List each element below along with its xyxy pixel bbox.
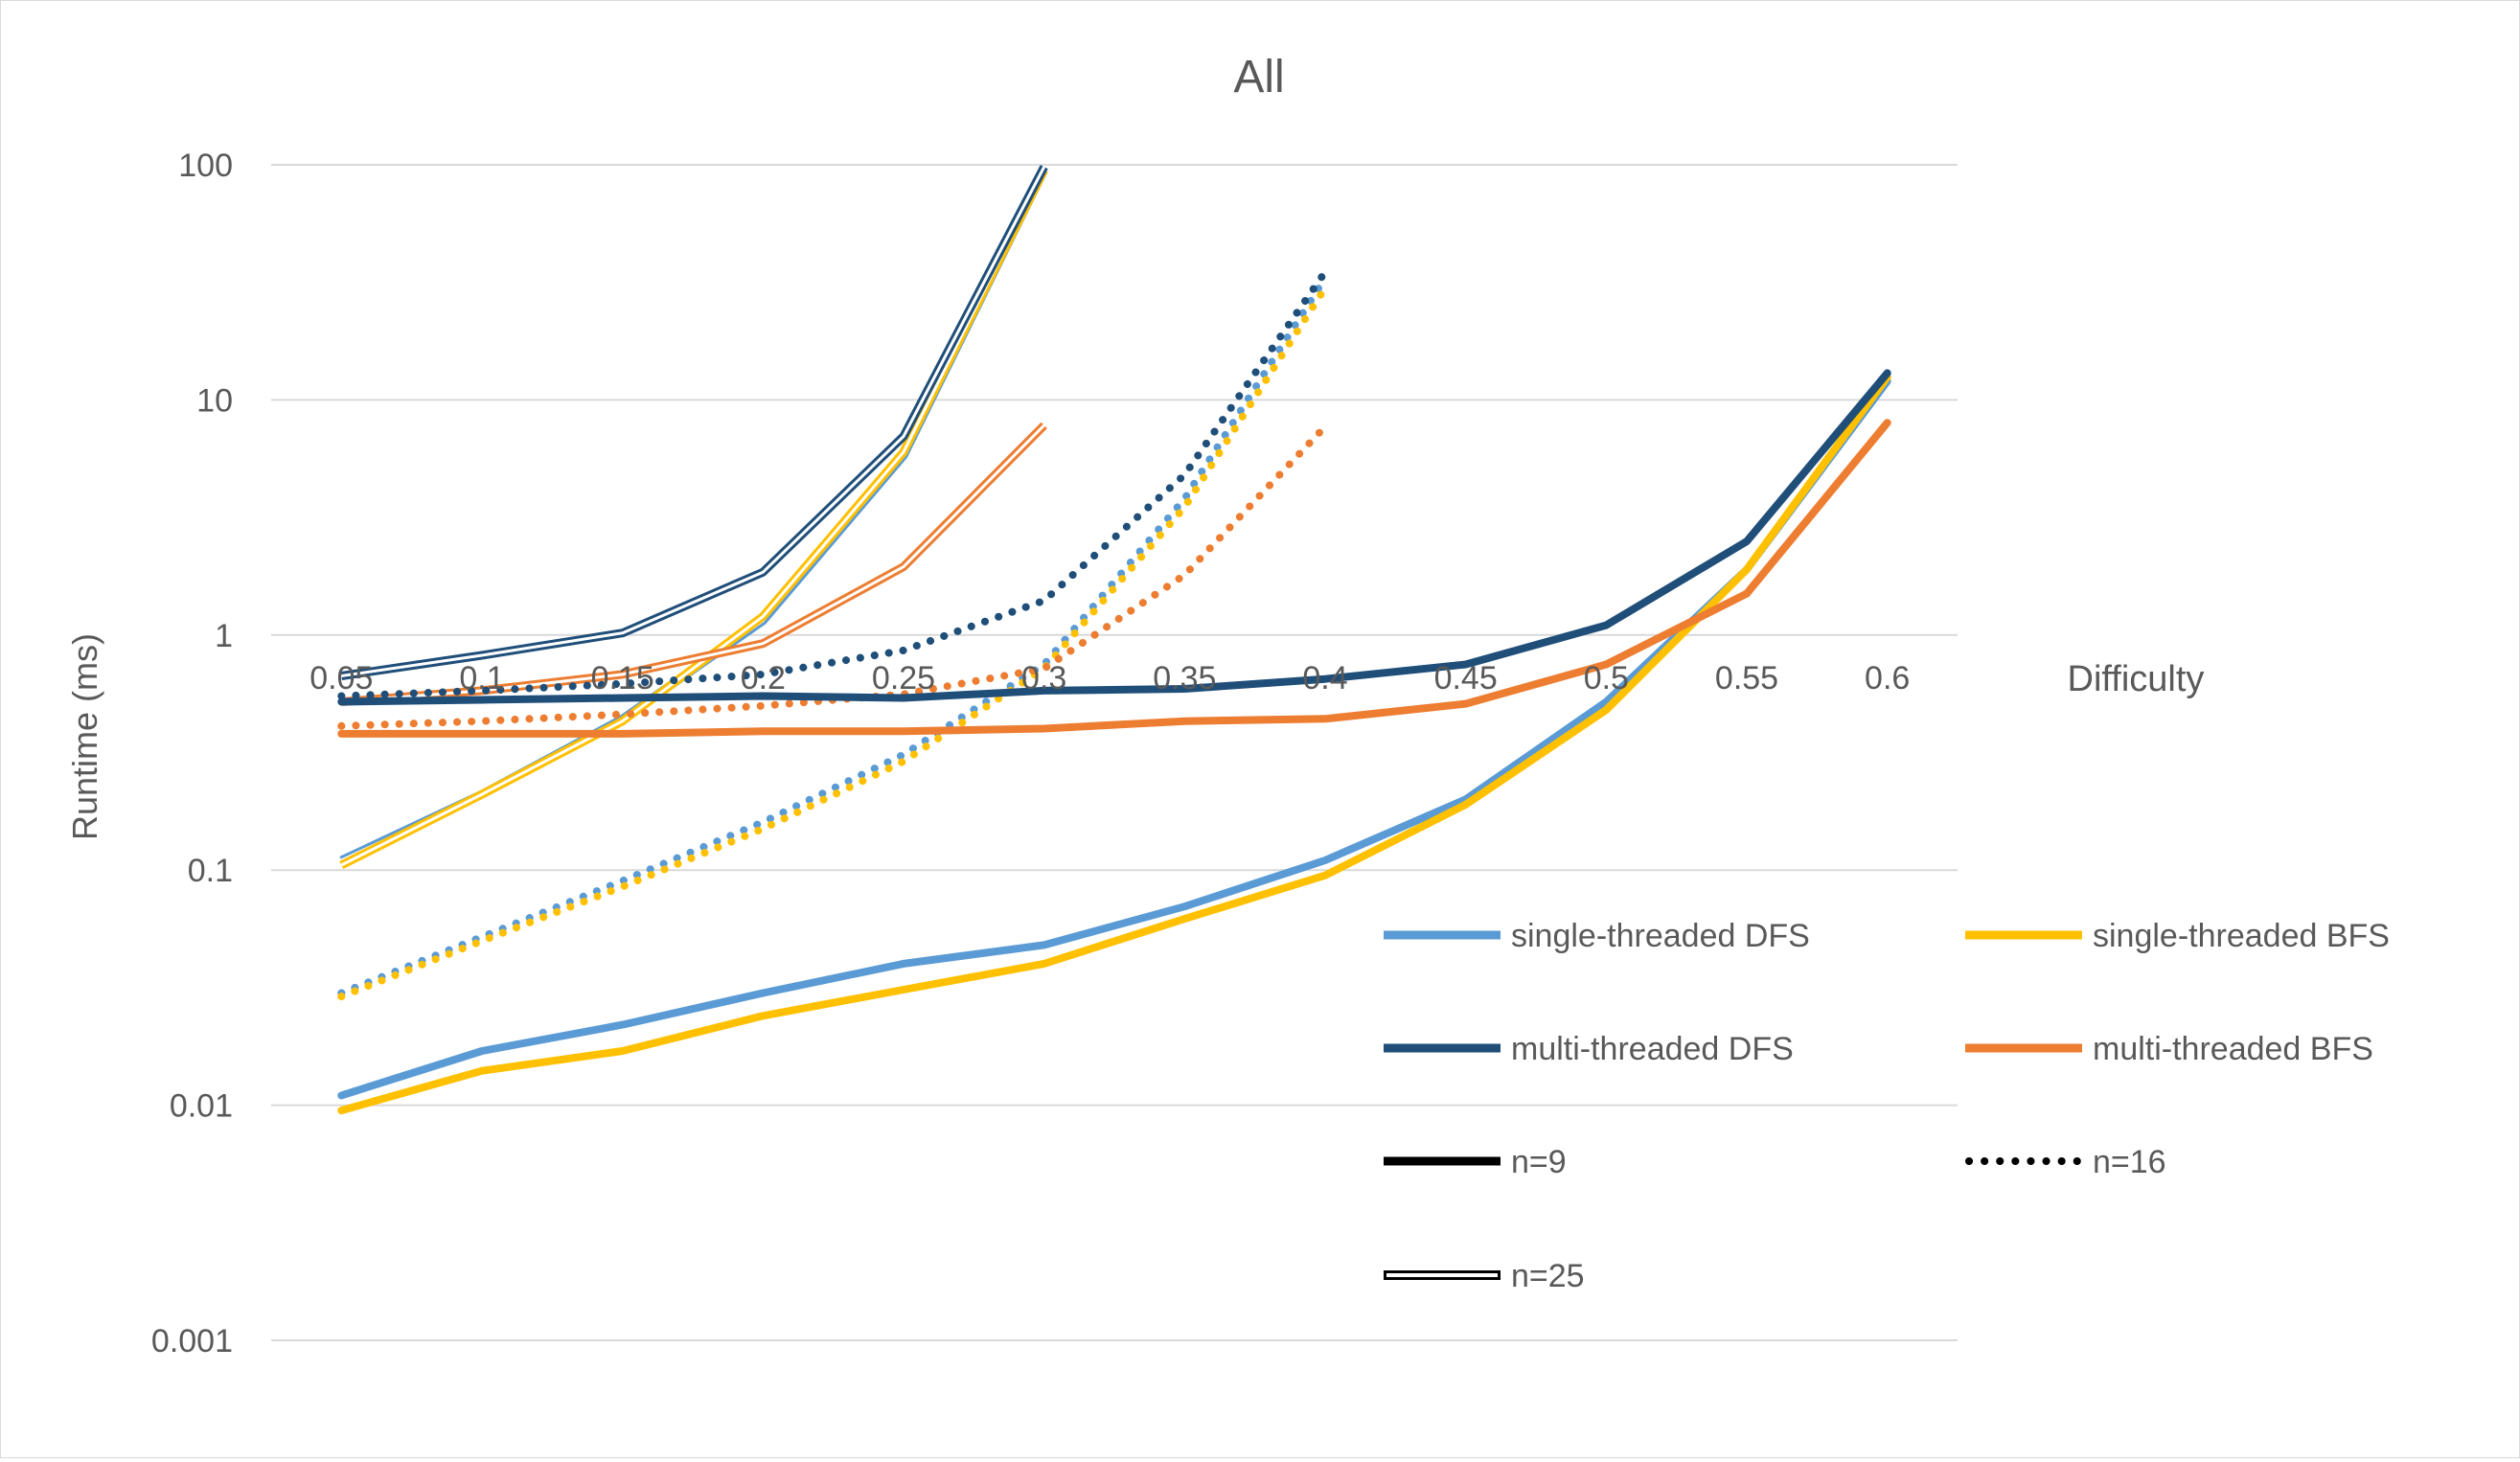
series-line xyxy=(337,377,1891,1100)
y-tick-label: 0.01 xyxy=(170,1088,233,1125)
x-tick-label: 0.25 xyxy=(872,660,935,697)
series-single-threaded-DFS-n25 xyxy=(339,168,1048,865)
series-line xyxy=(337,274,1329,997)
x-tick-label: 0.15 xyxy=(591,660,654,697)
series-single-threaded-BFS-n16 xyxy=(337,284,1329,1001)
legend-label: single-threaded BFS xyxy=(2093,918,2390,954)
y-tick-label: 1 xyxy=(215,618,233,654)
y-tick-label: 10 xyxy=(196,382,233,419)
legend-label: multi-threaded DFS xyxy=(1511,1031,1794,1067)
series-line xyxy=(337,373,1891,1115)
legend-item: single-threaded BFS xyxy=(1965,918,2390,954)
legend-item: n=9 xyxy=(1384,1144,1567,1180)
legend-label: n=16 xyxy=(2093,1144,2166,1180)
x-tick-label: 0.05 xyxy=(309,660,373,697)
series-multi-threaded-DFS-n16 xyxy=(337,267,1329,700)
legend-label: n=9 xyxy=(1511,1144,1567,1180)
series-single-threaded-BFS-n9 xyxy=(337,373,1891,1115)
series xyxy=(337,165,1891,1115)
series-single-threaded-DFS-n9 xyxy=(337,377,1891,1100)
legend-item: multi-threaded DFS xyxy=(1384,1031,1794,1067)
series-line-outer xyxy=(340,165,1048,680)
x-axis-label: Difficulty xyxy=(2068,659,2205,699)
x-tick-label: 0.45 xyxy=(1434,660,1498,697)
legend-item: n=16 xyxy=(1965,1144,2166,1180)
series-line-inner xyxy=(341,166,1046,677)
y-axis-ticks: 100 10 1 0.1 0.01 0.001 xyxy=(151,148,233,1359)
series-line-inner xyxy=(340,169,1046,862)
x-tick-label: 0.35 xyxy=(1153,660,1216,697)
x-tick-label: 0.4 xyxy=(1302,660,1347,697)
x-axis-ticks: 0.05 0.1 0.15 0.2 0.25 0.3 0.35 0.4 0.45 0.5 0.55 0… xyxy=(309,660,1910,697)
series-line-inner xyxy=(340,169,1046,867)
legend-label: single-threaded DFS xyxy=(1511,918,1810,954)
y-tick-label: 100 xyxy=(178,148,233,184)
y-axis-label: Runtime (ms) xyxy=(65,633,104,840)
series-line xyxy=(337,369,1891,706)
x-tick-label: 0.3 xyxy=(1021,660,1066,697)
legend-item: n=25 xyxy=(1384,1258,1585,1294)
series-multi-threaded-DFS-n25 xyxy=(340,165,1048,680)
legend-item: multi-threaded BFS xyxy=(1965,1031,2373,1067)
x-tick-label: 0.2 xyxy=(741,660,786,697)
series-multi-threaded-DFS-n9 xyxy=(337,369,1891,706)
series-single-threaded-BFS-n25 xyxy=(339,168,1048,870)
x-tick-label: 0.55 xyxy=(1715,660,1778,697)
chart-title: All xyxy=(1233,52,1284,103)
legend: single-threaded DFS single-threaded BFS mu… xyxy=(1384,918,2390,1294)
y-tick-label: 0.001 xyxy=(151,1323,233,1359)
series-line-outer xyxy=(339,168,1048,870)
series-line xyxy=(337,267,1329,700)
x-tick-label: 0.5 xyxy=(1584,660,1629,697)
legend-label: multi-threaded BFS xyxy=(2093,1031,2373,1067)
legend-item: single-threaded DFS xyxy=(1384,918,1810,954)
gridlines xyxy=(271,164,1958,1341)
series-line xyxy=(337,419,1891,738)
series-line-outer xyxy=(339,168,1048,865)
y-tick-label: 0.1 xyxy=(188,853,233,889)
series-single-threaded-DFS-n16 xyxy=(337,274,1329,997)
x-tick-label: 0.6 xyxy=(1865,660,1910,697)
series-line xyxy=(337,284,1329,1001)
legend-label: n=25 xyxy=(1511,1258,1585,1294)
x-tick-label: 0.1 xyxy=(459,660,504,697)
series-multi-threaded-BFS-n9 xyxy=(337,419,1891,738)
